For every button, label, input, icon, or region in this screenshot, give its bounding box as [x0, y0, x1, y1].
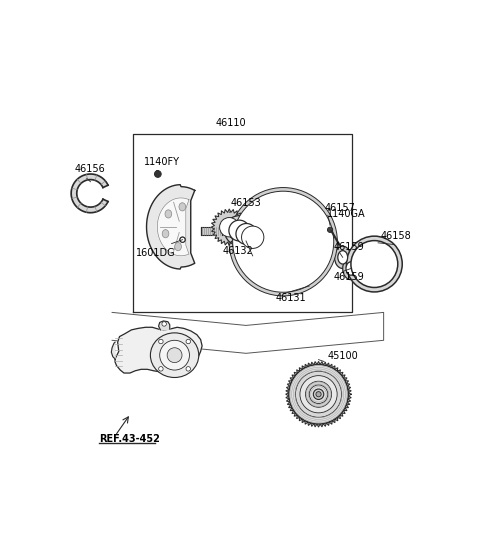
Ellipse shape: [303, 228, 320, 256]
Ellipse shape: [346, 262, 356, 275]
Polygon shape: [211, 209, 247, 245]
Circle shape: [313, 389, 324, 399]
Circle shape: [229, 187, 337, 296]
Circle shape: [265, 224, 301, 260]
Circle shape: [186, 366, 191, 371]
Circle shape: [155, 171, 161, 177]
Circle shape: [316, 391, 321, 397]
Polygon shape: [230, 215, 275, 260]
Circle shape: [225, 216, 254, 245]
Circle shape: [180, 237, 185, 242]
Text: 46132: 46132: [223, 246, 253, 256]
Circle shape: [229, 220, 250, 241]
Ellipse shape: [162, 230, 169, 238]
Ellipse shape: [179, 203, 186, 211]
Bar: [201, 227, 222, 235]
Circle shape: [180, 237, 185, 242]
Text: 46158: 46158: [381, 231, 411, 241]
Circle shape: [159, 366, 163, 371]
Circle shape: [160, 340, 190, 370]
Circle shape: [162, 322, 167, 326]
Text: 46156: 46156: [74, 164, 105, 174]
Ellipse shape: [343, 257, 359, 280]
Text: 46157: 46157: [324, 203, 355, 214]
Circle shape: [233, 191, 334, 292]
Circle shape: [275, 233, 292, 250]
Circle shape: [269, 227, 297, 256]
Polygon shape: [71, 174, 108, 213]
Circle shape: [244, 239, 250, 245]
Circle shape: [300, 376, 337, 413]
Circle shape: [305, 381, 332, 407]
Ellipse shape: [175, 242, 181, 251]
Circle shape: [219, 217, 239, 237]
Circle shape: [186, 339, 191, 344]
Ellipse shape: [165, 210, 172, 218]
Circle shape: [351, 241, 398, 287]
Text: 46159: 46159: [334, 241, 364, 251]
Circle shape: [289, 365, 348, 424]
Circle shape: [280, 202, 286, 208]
Polygon shape: [286, 361, 351, 427]
Polygon shape: [157, 198, 189, 256]
Circle shape: [309, 385, 328, 404]
Circle shape: [280, 275, 286, 281]
Polygon shape: [115, 327, 202, 374]
Text: 1601DG: 1601DG: [135, 247, 175, 257]
Text: 46131: 46131: [276, 293, 306, 303]
Polygon shape: [111, 342, 115, 359]
Text: 46110: 46110: [216, 117, 246, 127]
Circle shape: [296, 371, 342, 418]
Ellipse shape: [269, 205, 297, 221]
Text: 45100: 45100: [328, 351, 359, 361]
Text: 46153: 46153: [230, 198, 261, 207]
Text: 1140GA: 1140GA: [327, 209, 366, 219]
Ellipse shape: [246, 228, 263, 256]
Text: 46159: 46159: [334, 272, 364, 282]
Polygon shape: [146, 185, 195, 269]
Circle shape: [159, 339, 163, 344]
Circle shape: [167, 348, 182, 363]
Circle shape: [231, 190, 335, 294]
Ellipse shape: [150, 333, 199, 378]
Circle shape: [231, 219, 261, 249]
Ellipse shape: [269, 262, 297, 279]
Circle shape: [236, 224, 257, 244]
Ellipse shape: [338, 251, 348, 264]
Text: REF.43-452: REF.43-452: [99, 434, 160, 444]
Circle shape: [241, 226, 264, 249]
Text: 1140FY: 1140FY: [144, 157, 180, 167]
Circle shape: [347, 236, 402, 292]
Circle shape: [327, 227, 333, 232]
Polygon shape: [158, 321, 170, 330]
Ellipse shape: [335, 246, 351, 269]
Circle shape: [317, 239, 323, 245]
